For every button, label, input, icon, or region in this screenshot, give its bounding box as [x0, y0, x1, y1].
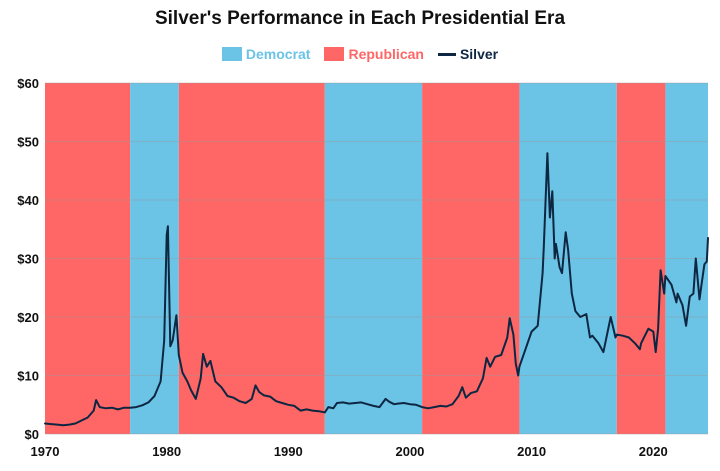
x-tick-label-5: 2020 [639, 444, 668, 459]
y-tick-label-4: $40 [17, 193, 39, 208]
y-tick-label-6: $60 [17, 76, 39, 91]
legend-item-republican: Republican [324, 46, 424, 62]
y-tick-label-5: $50 [17, 135, 39, 150]
y-tick-label-2: $20 [17, 310, 39, 325]
y-tick-label-0: $0 [25, 427, 39, 442]
legend-item-silver: Silver [437, 46, 499, 62]
series-line-silver [44, 152, 709, 427]
legend-swatch-republican [324, 47, 345, 61]
y-tick-label-3: $30 [17, 252, 39, 267]
x-tick-label-0: 1970 [31, 444, 60, 459]
y-tick-label-1: $10 [17, 369, 39, 384]
x-tick-label-3: 2000 [395, 444, 424, 459]
x-tick-label-2: 1990 [274, 444, 303, 459]
legend-item-democrat: Democrat [221, 46, 311, 62]
legend-swatch-democrat [221, 47, 242, 61]
legend-label-silver: Silver [459, 46, 499, 62]
legend: Democrat Republican Silver [0, 46, 720, 62]
chart-title: Silver's Performance in Each Presidentia… [154, 8, 566, 29]
legend-label-republican: Republican [348, 46, 424, 62]
x-tick-label-1: 1980 [152, 444, 181, 459]
legend-line-silver [437, 52, 456, 56]
x-tick-label-4: 2010 [517, 444, 546, 459]
legend-label-democrat: Democrat [245, 46, 311, 62]
